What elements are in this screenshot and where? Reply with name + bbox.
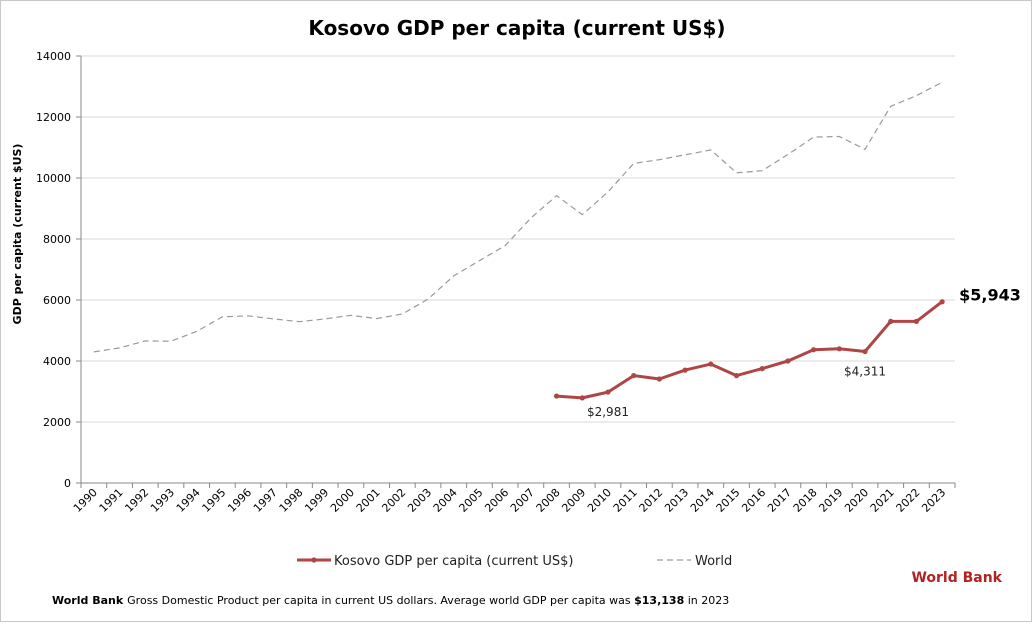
kosovo-point xyxy=(656,376,662,382)
kosovo-point xyxy=(836,346,842,352)
kosovo-point xyxy=(631,373,637,379)
data-label: $4,311 xyxy=(844,365,886,379)
kosovo-point xyxy=(553,393,560,399)
data-labels: $2,981 $4,311 $5,943 xyxy=(587,286,1021,419)
x-tick-label: 1995 xyxy=(200,486,229,515)
data-label: $5,943 xyxy=(959,286,1021,305)
kosovo-point xyxy=(733,373,740,379)
x-tick-label: 2021 xyxy=(868,486,897,515)
x-tick-label: 2006 xyxy=(482,486,511,515)
x-tick-label: 2001 xyxy=(354,486,383,515)
kosovo-point xyxy=(579,395,585,401)
x-tick-label: 1990 xyxy=(71,486,100,515)
y-tick-label: 2000 xyxy=(43,416,71,429)
x-tick-label: 2019 xyxy=(816,486,845,515)
kosovo-point xyxy=(888,318,894,324)
x-tick-label: 1993 xyxy=(148,486,177,515)
x-tick-label: 1992 xyxy=(122,486,151,515)
y-tick-label: 6000 xyxy=(43,294,71,307)
kosovo-point xyxy=(682,367,688,373)
x-tick-label: 2013 xyxy=(662,486,691,515)
footnote-text: Gross Domestic Product per capita in cur… xyxy=(127,594,634,607)
y-tick-label: 10000 xyxy=(36,172,71,185)
series-group xyxy=(93,81,945,401)
source-label: World Bank xyxy=(911,570,1002,586)
x-tick-label: 1996 xyxy=(225,486,254,515)
kosovo-point xyxy=(605,389,611,395)
x-tick-label: 2008 xyxy=(534,486,563,515)
kosovo-point xyxy=(913,318,920,324)
x-tick-label: 2007 xyxy=(508,486,537,515)
legend-world-label: World xyxy=(695,554,732,569)
x-tick-label: 2014 xyxy=(688,486,717,515)
x-axis-ticks: 1990199119921993199419951996199719981999… xyxy=(71,483,956,515)
kosovo-point xyxy=(785,358,791,364)
x-tick-label: 1998 xyxy=(277,486,306,515)
data-label: $2,981 xyxy=(587,405,629,419)
x-tick-label: 1991 xyxy=(97,486,126,515)
y-tick-label: 4000 xyxy=(43,355,71,368)
kosovo-point xyxy=(811,347,817,353)
kosovo-point xyxy=(708,361,714,367)
x-tick-label: 2003 xyxy=(405,486,434,515)
x-tick-label: 2000 xyxy=(328,486,357,515)
x-tick-label: 1999 xyxy=(302,486,331,515)
y-axis-ticks: 0 2000 4000 6000 8000 10000 12000 14000 xyxy=(36,50,81,490)
world-line xyxy=(93,81,943,353)
kosovo-point xyxy=(759,366,765,372)
x-tick-label: 2005 xyxy=(457,486,486,515)
x-tick-label: 2016 xyxy=(739,486,768,515)
y-tick-label: 8000 xyxy=(43,233,71,246)
x-tick-label: 2020 xyxy=(842,486,871,515)
legend-item-world: World xyxy=(657,554,732,569)
x-tick-label: 2012 xyxy=(637,486,666,515)
legend-kosovo-label: Kosovo GDP per capita (current US$) xyxy=(334,554,574,569)
kosovo-point xyxy=(939,299,945,305)
kosovo-line xyxy=(556,300,944,400)
x-tick-label: 2018 xyxy=(791,486,820,515)
series-world xyxy=(93,81,943,353)
legend: Kosovo GDP per capita (current US$) Worl… xyxy=(297,554,732,569)
kosovo-point xyxy=(862,348,868,355)
x-tick-label: 1997 xyxy=(251,486,280,515)
x-tick-label: 2023 xyxy=(919,486,948,515)
footnote-value: $13,138 xyxy=(634,594,684,607)
y-tick-label: 0 xyxy=(64,477,71,490)
footnote: World Bank Gross Domestic Product per cap… xyxy=(52,594,729,607)
y-axis-label: GDP per capita (current $US) xyxy=(11,144,24,325)
x-tick-label: 2022 xyxy=(894,486,923,515)
legend-item-kosovo: Kosovo GDP per capita (current US$) xyxy=(297,554,574,569)
footnote-source: World Bank xyxy=(52,594,124,607)
series-kosovo xyxy=(553,299,945,401)
x-tick-label: 2004 xyxy=(431,486,460,515)
x-tick-label: 2017 xyxy=(765,486,794,515)
x-tick-label: 2011 xyxy=(611,486,640,515)
chart-title: Kosovo GDP per capita (current US$) xyxy=(308,16,725,40)
x-tick-label: 2009 xyxy=(559,486,588,515)
x-tick-label: 2002 xyxy=(379,486,408,515)
gridlines xyxy=(81,55,955,423)
x-tick-label: 2010 xyxy=(585,486,614,515)
y-tick-label: 14000 xyxy=(36,50,71,63)
y-tick-label: 12000 xyxy=(36,111,71,124)
x-tick-label: 1994 xyxy=(174,486,203,515)
legend-kosovo-marker xyxy=(311,557,317,563)
x-tick-label: 2015 xyxy=(714,486,743,515)
axes xyxy=(80,56,955,484)
footnote-suffix: in 2023 xyxy=(684,594,729,607)
